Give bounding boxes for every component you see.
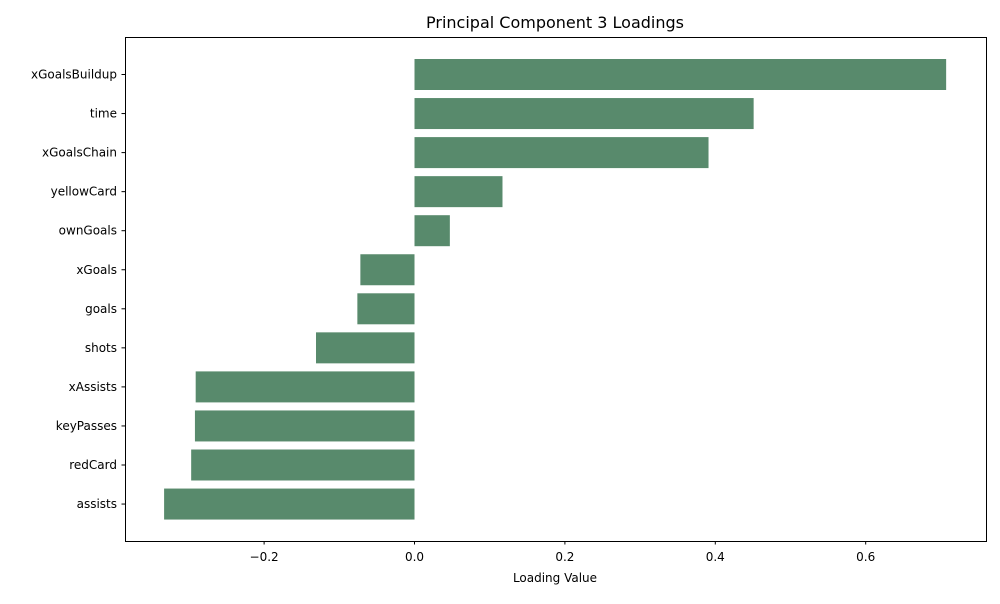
x-tick-label: 0.2 — [555, 550, 574, 564]
y-tick-label: goals — [85, 302, 117, 316]
y-tick-label: xGoals — [76, 263, 117, 277]
y-tick-label: xGoalsBuildup — [31, 68, 117, 82]
x-tick-label: −0.2 — [250, 550, 279, 564]
bars-group — [164, 59, 947, 520]
bar-shots — [315, 332, 415, 364]
plot-frame — [125, 37, 987, 542]
bar-assists — [164, 488, 415, 520]
y-tick-label: assists — [77, 497, 117, 511]
bar-yellowCard — [414, 176, 503, 208]
bar-time — [414, 98, 754, 130]
y-tick-label: yellowCard — [51, 185, 117, 199]
x-axis-ticks: −0.2 0.0 0.2 0.4 0.6 — [250, 541, 875, 564]
bar-xGoals — [360, 254, 415, 286]
y-axis-ticks: xGoalsBuildup time xGoalsChain yellowCard ow… — [31, 68, 125, 511]
y-tick-label: keyPasses — [56, 419, 117, 433]
y-tick-label: ownGoals — [59, 224, 117, 238]
bar-xGoalsChain — [414, 137, 709, 169]
x-axis-label: Loading Value — [513, 571, 597, 585]
x-tick-label: 0.0 — [405, 550, 424, 564]
bar-redCard — [191, 449, 415, 481]
bar-ownGoals — [414, 215, 450, 247]
x-tick-label: 0.6 — [856, 550, 875, 564]
y-tick-label: xGoalsChain — [42, 146, 117, 160]
y-tick-label: shots — [85, 341, 117, 355]
y-tick-label: xAssists — [69, 380, 117, 394]
x-tick-label: 0.4 — [706, 550, 725, 564]
bar-xAssists — [195, 371, 415, 403]
bar-xGoalsBuildup — [414, 59, 947, 90]
chart-title: Principal Component 3 Loadings — [426, 13, 684, 32]
bar-goals — [357, 293, 415, 325]
bar-keyPasses — [194, 410, 415, 442]
y-tick-label: redCard — [69, 458, 117, 472]
y-tick-label: time — [90, 107, 117, 121]
